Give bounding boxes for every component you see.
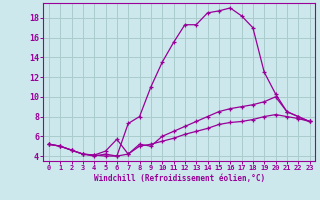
X-axis label: Windchill (Refroidissement éolien,°C): Windchill (Refroidissement éolien,°C) [94, 174, 265, 183]
